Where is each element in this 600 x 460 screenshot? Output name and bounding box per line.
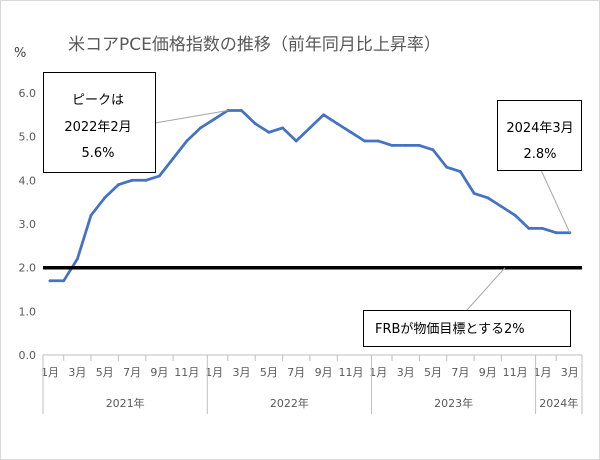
data-point [527,227,531,230]
data-point [281,126,284,130]
data-point [500,205,503,208]
data-point [308,126,312,130]
data-point [226,109,230,112]
x-axis: 1月 3月 5月 7月 9月 11月 2021年 1月 3月 5月 7月 9月 11月 2022年 1月 3月… [41,354,583,414]
latest-annotation-box [497,100,582,171]
y-tick-label: 3.0 [19,218,37,231]
x-tick-label: 5月 [424,366,442,379]
latest-annotation-value: 2.8% [523,147,556,162]
data-point [212,117,216,121]
x-tick-label: 1月 [205,366,223,379]
data-point [541,227,544,230]
x-tick-label: 5月 [96,366,114,379]
data-point [445,165,449,169]
data-point [48,279,52,283]
x-tick-label: 1月 [534,366,552,379]
data-point [185,139,189,143]
x-tick-label: 1月 [369,366,387,379]
peak-annotation-box [43,72,156,173]
x-tick-label: 3月 [68,366,86,379]
x-tick-label: 1月 [41,366,59,379]
x-year-label: 2022年 [270,396,309,410]
data-point [130,178,134,182]
x-year-label: 2023年 [434,396,473,410]
data-point [335,122,339,125]
data-point [554,231,558,235]
x-tick-label: 7月 [123,366,141,379]
y-tick-label: 1.0 [19,305,37,318]
data-point [89,213,93,217]
x-tick-label: 9月 [315,366,333,379]
data-point [240,109,243,112]
y-tick-label: 0.0 [19,349,37,362]
target-annotation-box [363,310,571,347]
data-point [390,144,394,147]
y-tick-label: 4.0 [19,174,37,187]
data-point [267,130,271,134]
x-tick-label: 7月 [451,366,469,379]
y-tick-label: 6.0 [19,87,37,100]
x-tick-label: 9月 [150,366,168,379]
data-point [294,139,298,143]
data-point [76,257,79,261]
x-tick-label: 3月 [233,366,251,379]
latest-annotation: 2024年3月 2.8% [497,100,582,233]
data-point [472,192,476,195]
y-axis-unit-label: % [14,46,26,61]
x-tick-label: 3月 [397,366,415,379]
y-axis-ticks: 0.0 1.0 2.0 3.0 4.0 5.0 6.0 [19,87,37,362]
data-point [158,174,161,178]
x-tick-label: 11月 [503,366,528,379]
peak-annotation-text: ピークは [72,93,124,108]
data-point [418,144,421,147]
data-point [486,196,490,200]
y-tick-label: 5.0 [19,131,37,144]
peak-annotation-date: 2022年2月 [64,120,131,135]
data-point [376,139,380,143]
y-tick-label: 2.0 [19,262,37,275]
data-point [62,279,66,283]
data-point [171,157,175,160]
data-point [253,122,257,125]
data-point [431,148,435,152]
data-point [349,130,353,134]
x-tick-label: 5月 [260,366,278,379]
data-point [363,139,366,143]
data-point [117,183,120,187]
data-point [199,126,202,130]
x-tick-label: 11月 [174,366,199,379]
x-tick-label: 7月 [287,366,305,379]
chart-title: 米コアPCE価格指数の推移（前年同月比上昇率） [68,35,441,55]
target-annotation-pointer [466,267,506,311]
series-layer [48,109,572,283]
x-tick-label: 3月 [561,366,579,379]
x-year-label: 2024年 [539,396,578,410]
latest-annotation-date: 2024年3月 [506,121,573,136]
target-annotation: FRBが物価目標とする2% [363,267,571,347]
data-point [103,196,107,200]
data-point [144,178,148,182]
x-tick-label: 11月 [339,366,364,379]
target-annotation-text: FRBが物価目標とする2% [375,322,525,337]
peak-annotation: ピークは 2022年2月 5.6% [43,72,228,173]
data-point [322,113,325,117]
x-tick-label: 9月 [479,366,497,379]
data-point [459,170,462,174]
data-point [513,213,517,217]
latest-annotation-pointer [540,169,571,233]
x-year-label: 2021年 [106,396,145,410]
peak-annotation-pointer [154,110,228,124]
data-point [404,144,408,147]
peak-annotation-value: 5.6% [81,146,114,161]
